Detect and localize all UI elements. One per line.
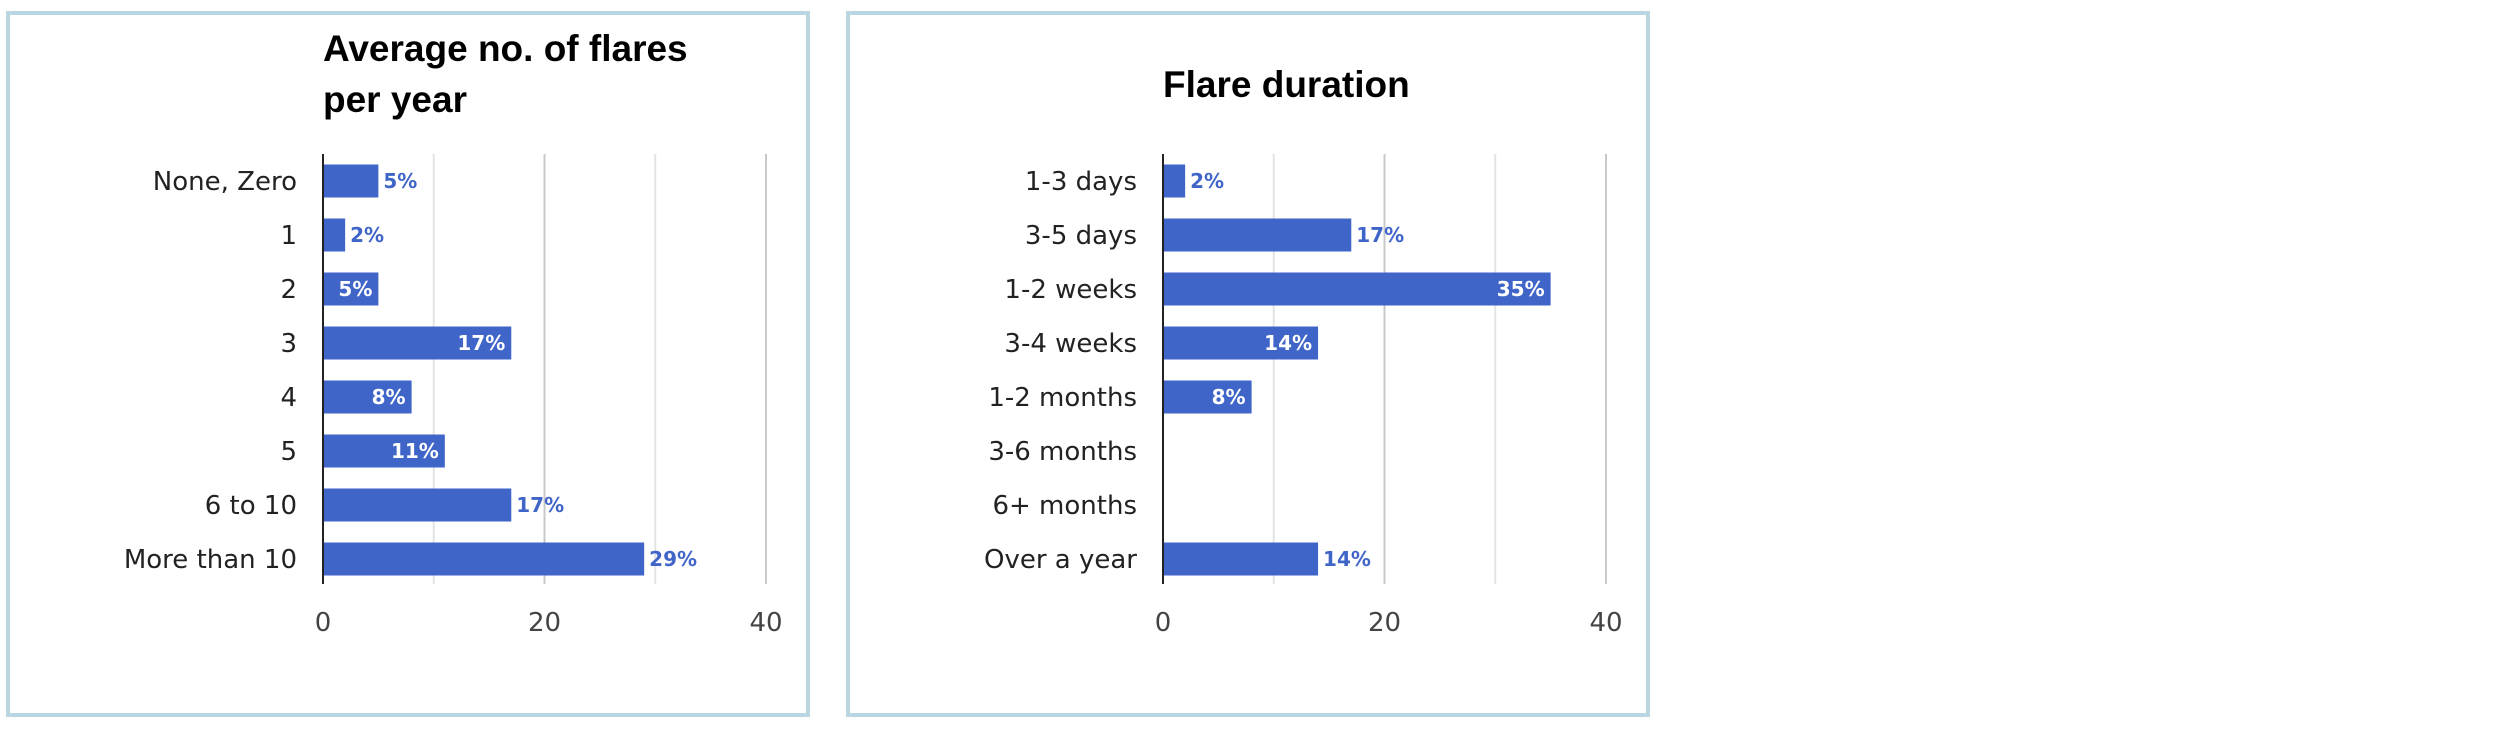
x-tick-label: 40	[1589, 608, 1622, 638]
x-tick-label: 20	[528, 608, 561, 638]
chart-panel-flare-duration: Flare duration 1-3 days 2% 3-5 days 17% 1-2 w…	[846, 11, 1650, 717]
data-label: 5%	[338, 277, 372, 301]
chart-flare-duration: Flare duration 1-3 days 2% 3-5 days 17% 1-2 w…	[984, 64, 1623, 638]
x-tick-label: 0	[315, 608, 332, 638]
category-label: 3-5 days	[1025, 221, 1137, 251]
data-label: 8%	[372, 385, 406, 409]
chart-panel-flares-per-year: Average no. of flares per year None, Zero 5…	[6, 11, 810, 717]
bar	[1163, 164, 1186, 198]
bar	[1163, 542, 1319, 576]
data-label: 2%	[1190, 169, 1224, 193]
bar	[323, 218, 346, 252]
data-label: 29%	[649, 547, 697, 571]
bar	[323, 380, 412, 414]
bar	[1163, 218, 1352, 252]
category-label: 5	[280, 437, 297, 467]
chart-title-line: per year	[323, 79, 467, 120]
data-label: 17%	[1356, 223, 1404, 247]
bar	[323, 272, 379, 306]
bar	[323, 434, 445, 468]
category-label: 3	[280, 329, 297, 359]
category-label: 1-2 weeks	[1004, 275, 1137, 305]
x-tick-label: 20	[1368, 608, 1401, 638]
bar	[323, 488, 512, 522]
category-label: 4	[280, 383, 297, 413]
data-label: 17%	[516, 493, 564, 517]
category-label: 1-3 days	[1025, 167, 1137, 197]
data-label: 8%	[1212, 385, 1246, 409]
category-label: More than 10	[124, 545, 297, 575]
bar	[1163, 272, 1551, 306]
bar	[323, 164, 379, 198]
bar	[323, 542, 645, 576]
x-tick-label: 40	[749, 608, 782, 638]
bar	[323, 326, 512, 360]
category-label: 3-6 months	[988, 437, 1137, 467]
category-label: 1	[280, 221, 297, 251]
data-label: 17%	[457, 331, 505, 355]
data-label: 14%	[1323, 547, 1371, 571]
category-label: 1-2 months	[988, 383, 1137, 413]
data-label: 2%	[350, 223, 384, 247]
data-label: 11%	[391, 439, 439, 463]
category-label: 6+ months	[992, 491, 1137, 521]
bar	[1163, 380, 1252, 414]
category-label: 2	[280, 275, 297, 305]
data-label: 5%	[383, 169, 417, 193]
chart-title-line: Average no. of flares	[323, 28, 688, 69]
chart-flares-per-year: Average no. of flares per year None, Zero 5…	[124, 28, 783, 638]
data-label: 35%	[1497, 277, 1545, 301]
category-label: Over a year	[984, 545, 1137, 575]
category-label: 3-4 weeks	[1004, 329, 1137, 359]
chart-title-line: Flare duration	[1163, 64, 1410, 105]
bar	[1163, 326, 1319, 360]
data-label: 14%	[1264, 331, 1312, 355]
category-label: 6 to 10	[205, 491, 297, 521]
x-tick-label: 0	[1155, 608, 1172, 638]
category-label: None, Zero	[153, 167, 297, 197]
